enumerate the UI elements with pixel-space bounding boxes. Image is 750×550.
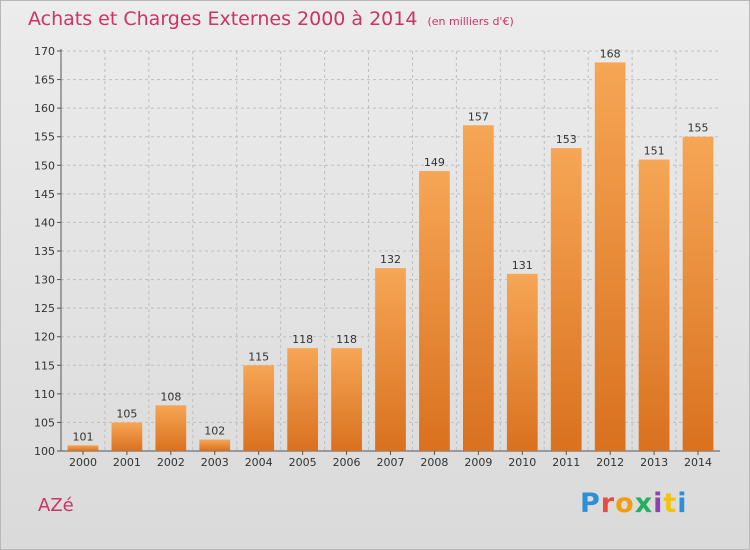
- bar-2003: [199, 439, 231, 451]
- bar-2008: [419, 171, 450, 451]
- y-tick-label: 150: [34, 159, 55, 172]
- y-tick-label: 135: [34, 245, 55, 258]
- y-tick-label: 110: [34, 388, 55, 401]
- x-tick-label: 2013: [640, 456, 668, 469]
- logo-letter: r: [600, 488, 616, 519]
- logo-letter: x: [634, 488, 654, 519]
- x-tick-label: 2011: [552, 456, 580, 469]
- x-tick-label: 2014: [684, 456, 712, 469]
- bar-2006: [331, 348, 362, 451]
- data-label-2007: 132: [380, 253, 401, 266]
- chart-title: Achats et Charges Externes 2000 à 2014 (e…: [28, 8, 514, 30]
- bars: [67, 62, 714, 452]
- data-label-2000: 101: [72, 430, 93, 443]
- x-tick-label: 2004: [245, 456, 273, 469]
- y-tick-label: 120: [34, 331, 55, 344]
- chart-title-text: Achats et Charges Externes 2000 à 2014: [28, 8, 418, 30]
- bar-2011: [550, 148, 582, 451]
- y-tick-label: 165: [34, 74, 55, 87]
- bar-2000: [67, 445, 99, 451]
- y-tick-label: 115: [34, 359, 55, 372]
- data-label-2001: 105: [116, 407, 137, 420]
- x-tick-label: 2000: [69, 456, 97, 469]
- data-label-2011: 153: [556, 133, 577, 146]
- bar-2009: [462, 125, 494, 452]
- y-tick-label: 155: [34, 131, 55, 144]
- bar-2012: [594, 62, 626, 452]
- y-tick-label: 145: [34, 188, 55, 201]
- logo-letter: t: [663, 488, 678, 519]
- logo-letter: P: [580, 488, 601, 519]
- bar-2014: [682, 136, 714, 451]
- logo-letter: i: [653, 488, 664, 519]
- data-label-2009: 157: [468, 110, 489, 123]
- bar-2013: [638, 159, 670, 452]
- x-tick-label: 2010: [508, 456, 536, 469]
- data-label-2005: 118: [292, 333, 313, 346]
- bar-2004: [243, 365, 275, 451]
- bar-2001: [111, 422, 143, 451]
- logo-letter: i: [677, 488, 688, 519]
- data-labels: 101 105 108 102 115 118 118 132 149 157 131 153 168 1…: [72, 47, 708, 443]
- data-label-2004: 115: [248, 350, 269, 363]
- x-tick-label: 2005: [289, 456, 317, 469]
- y-tick-label: 160: [34, 102, 55, 115]
- data-label-2008: 149: [424, 156, 445, 169]
- bar-2002: [155, 405, 187, 451]
- logo-letter: o: [615, 488, 635, 519]
- x-tick-label: 2006: [333, 456, 361, 469]
- data-label-2013: 151: [644, 145, 665, 158]
- x-tick-label: 2001: [113, 456, 141, 469]
- bar-2007: [375, 268, 406, 451]
- data-label-2003: 102: [204, 425, 225, 438]
- data-label-2010: 131: [512, 259, 533, 272]
- bar-2010: [506, 273, 538, 451]
- data-label-2014: 155: [688, 122, 709, 135]
- x-tick-label: 2012: [596, 456, 624, 469]
- x-tick-label: 2008: [420, 456, 448, 469]
- x-tick-label: 2002: [157, 456, 185, 469]
- data-label-2006: 118: [336, 333, 357, 346]
- axes: 100 105 110 115 120 125 130 135 140 145 150 155 160 1…: [34, 45, 720, 469]
- chart-subtitle: (en milliers d'€): [427, 15, 514, 28]
- x-tick-label: 2009: [464, 456, 492, 469]
- proxiti-logo[interactable]: Proxiti: [580, 488, 688, 519]
- commune-name: AZé: [38, 495, 74, 516]
- grid-lines: [61, 50, 720, 452]
- y-tick-label: 170: [34, 45, 55, 58]
- y-tick-label: 125: [34, 302, 55, 315]
- x-tick-label: 2007: [377, 456, 405, 469]
- data-label-2002: 108: [160, 390, 181, 403]
- y-tick-label: 140: [34, 216, 55, 229]
- y-tick-label: 100: [34, 445, 55, 458]
- x-tick-label: 2003: [201, 456, 229, 469]
- data-label-2012: 168: [600, 47, 621, 60]
- y-tick-label: 105: [34, 416, 55, 429]
- bar-2005: [287, 348, 319, 451]
- y-tick-label: 130: [34, 274, 55, 287]
